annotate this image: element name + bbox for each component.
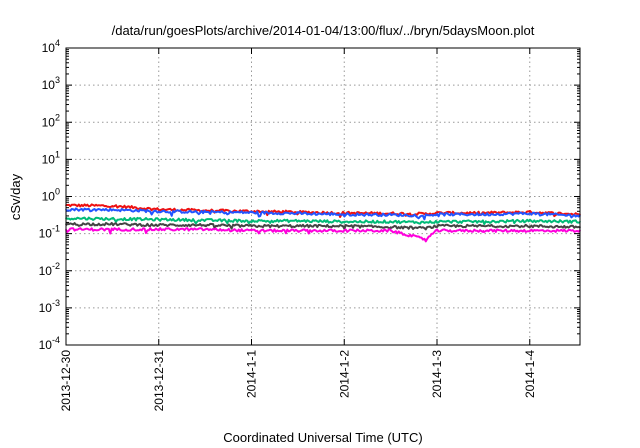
series-3-point <box>424 221 427 224</box>
series-2-point <box>158 210 160 213</box>
y-tick-label: 10-3 <box>39 298 60 315</box>
y-tick-exponent: -2 <box>52 261 60 271</box>
series-2-point <box>297 212 299 215</box>
series-4-point <box>343 225 346 227</box>
x-tick-label: 2013-12-31 <box>152 350 166 412</box>
y-tick-label: 10-1 <box>39 224 60 241</box>
series-4-point <box>111 223 114 225</box>
y-tick-label: 102 <box>42 112 60 129</box>
series-5-point <box>482 229 485 232</box>
x-axis-label: Coordinated Universal Time (UTC) <box>223 430 422 445</box>
series-4-point <box>436 225 438 227</box>
y-tick-label: 103 <box>42 75 60 92</box>
series-2-point <box>424 214 427 217</box>
y-tick-base: 10 <box>39 227 53 241</box>
y-tick-exponent: 2 <box>55 112 60 122</box>
y-tick-exponent: 3 <box>55 75 60 85</box>
series-5-point <box>343 229 346 232</box>
series-2-point <box>529 212 531 215</box>
y-tick-exponent: -3 <box>52 298 60 308</box>
series-5-point <box>204 228 206 231</box>
y-tick-base: 10 <box>42 190 56 204</box>
series-3-point <box>482 220 485 223</box>
y-tick-exponent: -4 <box>52 335 60 345</box>
y-tick-base: 10 <box>42 41 56 55</box>
series-3-point <box>389 220 392 223</box>
y-tick-base: 10 <box>42 78 56 92</box>
x-tick-label: 2013-12-30 <box>59 350 73 412</box>
y-tick-base: 10 <box>39 301 53 315</box>
series-2-point <box>111 208 114 211</box>
series-4-point <box>158 224 160 226</box>
x-tick-label: 2014-1-1 <box>245 350 259 398</box>
series-3-point <box>343 220 346 223</box>
y-axis-label: cSv/day <box>8 173 23 220</box>
series-5-point <box>436 229 438 232</box>
series-4-point <box>389 226 392 228</box>
series-line-5 <box>65 227 581 243</box>
series-3-point <box>297 220 299 222</box>
y-tick-base: 10 <box>39 338 53 352</box>
series-3-point <box>111 218 114 220</box>
y-tick-exponent: 1 <box>55 149 60 159</box>
series-1-point <box>158 208 160 211</box>
x-tick-label: 2014-1-4 <box>523 350 537 398</box>
plot-frame <box>65 47 581 346</box>
series-2-point <box>204 211 206 213</box>
series-5-point <box>424 238 427 241</box>
y-tick-base: 10 <box>42 152 56 166</box>
series-line-3 <box>65 216 581 226</box>
series-5-point <box>297 229 299 232</box>
y-tick-label: 10-2 <box>39 261 60 278</box>
y-tick-exponent: 4 <box>55 38 60 48</box>
series-3-point <box>436 220 438 223</box>
y-tick-exponent: 0 <box>55 187 60 197</box>
y-tick-label: 104 <box>42 38 60 55</box>
series-3-point <box>158 218 160 221</box>
series-4-point <box>424 227 427 229</box>
series-4-point <box>250 225 253 227</box>
series-2-point <box>436 213 438 216</box>
series-4-point <box>482 225 485 227</box>
series-line-4 <box>65 221 581 231</box>
y-tick-exponent: -1 <box>52 224 60 234</box>
y-tick-label: 10-4 <box>39 335 60 352</box>
series-2-point <box>343 213 346 216</box>
series-5-point <box>529 229 531 232</box>
series-4-point <box>204 224 206 226</box>
series-1-point <box>343 212 346 214</box>
y-tick-label: 101 <box>42 149 60 166</box>
series-5-point <box>158 228 160 231</box>
series-line-2 <box>65 207 581 221</box>
series-1-point <box>111 205 114 207</box>
series-4-point <box>297 225 299 227</box>
series-line-1 <box>65 203 581 218</box>
chart-title: /data/run/goesPlots/archive/2014-01-04/1… <box>112 23 535 38</box>
series-2-point <box>482 213 485 216</box>
grid <box>66 48 580 345</box>
series-5-point <box>250 229 253 232</box>
series-3-point <box>529 220 531 222</box>
y-tick-base: 10 <box>42 115 56 129</box>
y-tick-label: 100 <box>42 187 60 204</box>
x-tick-label: 2014-1-3 <box>430 350 444 398</box>
series-5-point <box>389 229 392 232</box>
y-tick-base: 10 <box>39 264 53 278</box>
series-group <box>65 203 581 243</box>
x-tick-label: 2014-1-2 <box>337 350 351 398</box>
series-5-point <box>111 228 114 231</box>
series-2-point <box>250 211 253 214</box>
series-3-point <box>204 219 206 221</box>
series-3-point <box>250 220 253 222</box>
series-4-point <box>529 225 531 227</box>
series-2-point <box>389 214 392 216</box>
